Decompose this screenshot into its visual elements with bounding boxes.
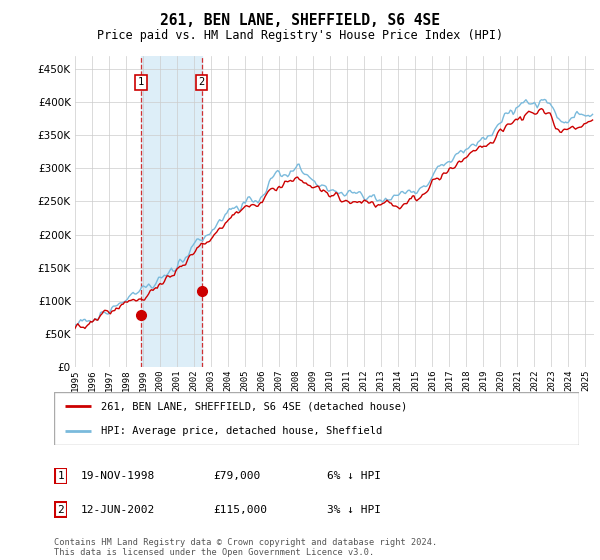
Text: 1: 1 [138,77,144,87]
Text: HPI: Average price, detached house, Sheffield: HPI: Average price, detached house, Shef… [101,426,383,436]
Text: £115,000: £115,000 [213,505,267,515]
Text: 3% ↓ HPI: 3% ↓ HPI [327,505,381,515]
Text: 19-NOV-1998: 19-NOV-1998 [81,471,155,481]
Text: Contains HM Land Registry data © Crown copyright and database right 2024.
This d: Contains HM Land Registry data © Crown c… [54,538,437,557]
Text: 2: 2 [199,77,205,87]
Text: 261, BEN LANE, SHEFFIELD, S6 4SE: 261, BEN LANE, SHEFFIELD, S6 4SE [160,13,440,28]
Text: 12-JUN-2002: 12-JUN-2002 [81,505,155,515]
Text: 2: 2 [57,505,64,515]
Text: 261, BEN LANE, SHEFFIELD, S6 4SE (detached house): 261, BEN LANE, SHEFFIELD, S6 4SE (detach… [101,402,407,412]
Bar [141,56,202,367]
Text: 1: 1 [57,471,64,481]
Text: 6% ↓ HPI: 6% ↓ HPI [327,471,381,481]
Text: Price paid vs. HM Land Registry's House Price Index (HPI): Price paid vs. HM Land Registry's House … [97,29,503,42]
Text: £79,000: £79,000 [213,471,260,481]
